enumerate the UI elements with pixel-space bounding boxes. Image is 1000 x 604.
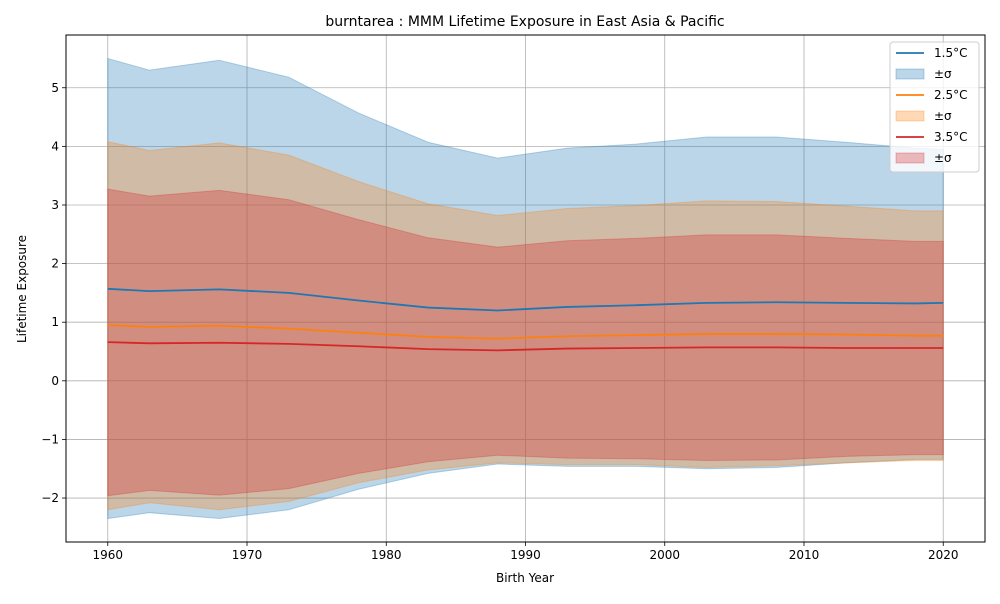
x-tick-label: 2020 <box>928 548 959 562</box>
x-tick-label: 1960 <box>92 548 123 562</box>
legend-band-swatch <box>895 152 925 164</box>
legend-band-swatch <box>895 68 925 80</box>
y-tick-label: 1 <box>51 315 59 329</box>
legend-label: ±σ <box>934 67 952 81</box>
legend-label: 2.5°C <box>934 88 967 102</box>
mean-line-2 <box>107 324 944 340</box>
y-axis-label: Lifetime Exposure <box>15 235 29 343</box>
x-tick-label: 1980 <box>371 548 402 562</box>
y-tick-label: 2 <box>51 257 59 271</box>
axis-ticks: 1960 1970 1980 1990 2000 2010 2020 −2 −1 0 1 2 3 4 5 <box>41 81 958 562</box>
legend: 1.5°C ±σ 2.5°C ±σ 3.5°C ±σ <box>889 41 980 173</box>
x-tick-label: 2000 <box>649 548 680 562</box>
x-axis-label: Birth Year <box>496 571 554 585</box>
y-tick-label: −2 <box>41 491 59 505</box>
chart-title: burntarea : MMM Lifetime Exposure in Eas… <box>325 14 724 30</box>
x-tick-label: 2010 <box>789 548 820 562</box>
legend-label: ±σ <box>934 109 952 123</box>
y-tick-label: 3 <box>51 198 59 212</box>
legend-label: ±σ <box>934 151 952 165</box>
grid-lines <box>66 35 985 542</box>
y-tick-label: 0 <box>51 374 59 388</box>
legend-label: 3.5°C <box>934 130 967 144</box>
mean-lines <box>107 287 944 352</box>
sigma-band-3 <box>107 188 944 497</box>
y-tick-label: 4 <box>51 139 59 153</box>
sigma-band-1 <box>107 57 944 520</box>
x-tick-label: 1990 <box>510 548 541 562</box>
sigma-band-2 <box>107 141 944 511</box>
legend-band-swatch <box>895 110 925 122</box>
legend-label: 1.5°C <box>934 46 967 60</box>
y-tick-label: −1 <box>41 432 59 446</box>
mean-line-3 <box>107 341 944 352</box>
legend-box <box>889 41 980 173</box>
y-tick-label: 5 <box>51 81 59 95</box>
legend-items: 1.5°C ±σ 2.5°C ±σ 3.5°C ±σ <box>895 46 967 165</box>
x-tick-label: 1970 <box>232 548 263 562</box>
sigma-bands <box>107 57 944 520</box>
mean-line-1 <box>107 287 944 312</box>
